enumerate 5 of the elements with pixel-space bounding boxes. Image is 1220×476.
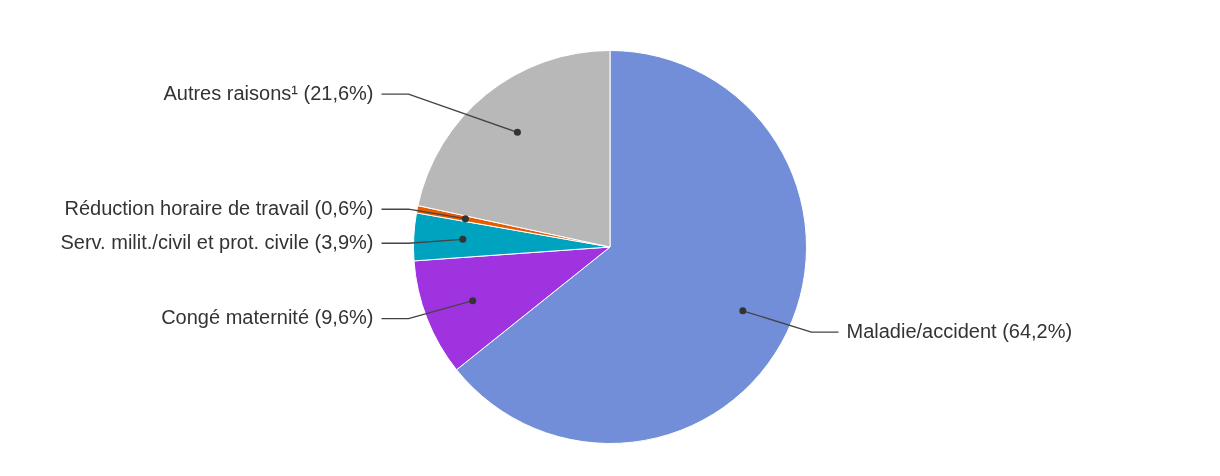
slice-label: Congé maternité (9,6%) bbox=[161, 306, 374, 329]
slice-label: Autres raisons¹ (21,6%) bbox=[163, 81, 374, 104]
slice-label: Maladie/accident (64,2%) bbox=[846, 319, 1073, 342]
slice-label: Réduction horaire de travail (0,6%) bbox=[64, 196, 374, 219]
slice-label: Serv. milit./civil et prot. civile (3,9%) bbox=[60, 230, 374, 253]
